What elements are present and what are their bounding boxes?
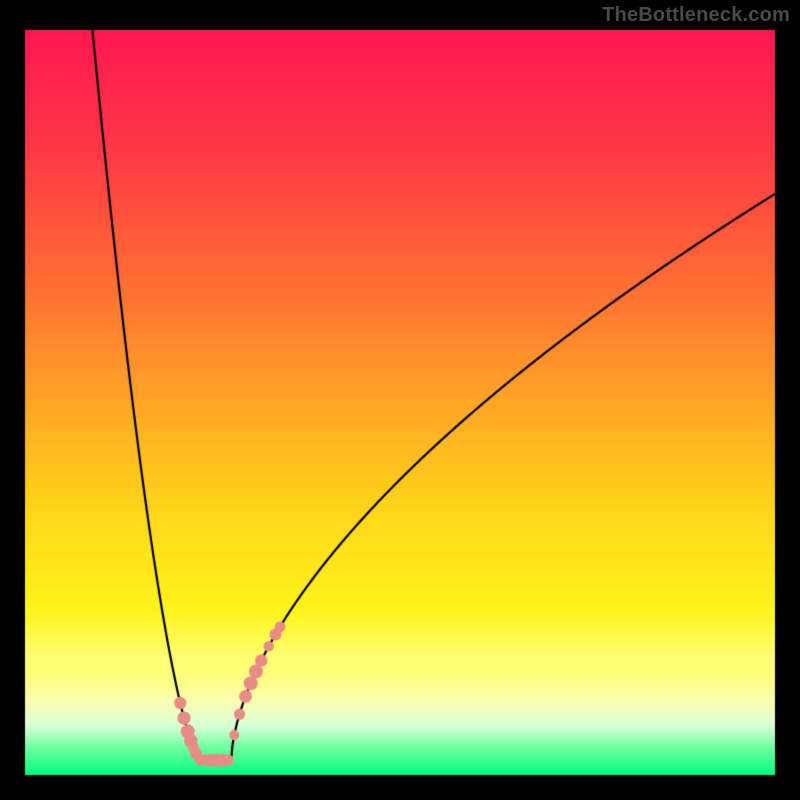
chart-stage: TheBottleneck.com [0, 0, 800, 800]
bottleneck-curve-chart [0, 0, 800, 800]
watermark-text: TheBottleneck.com [602, 4, 790, 27]
